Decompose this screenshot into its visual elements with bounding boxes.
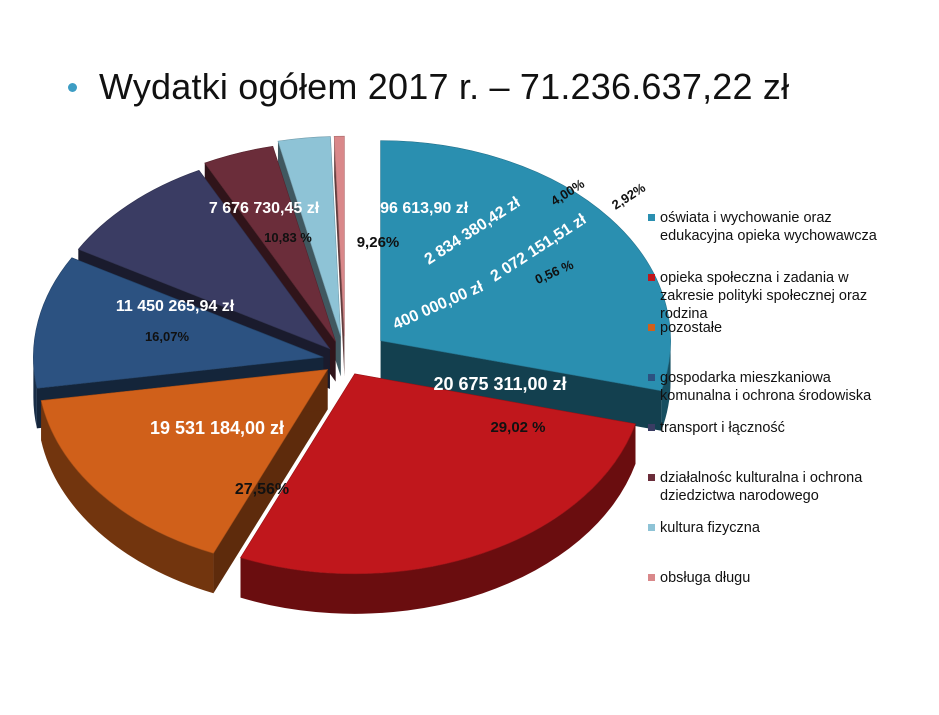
legend-label: kultura fizyczna xyxy=(660,520,760,536)
legend-item: obsługa długu xyxy=(648,569,750,587)
slice-top xyxy=(204,145,336,342)
slice-top xyxy=(40,369,329,554)
slice-percent-label: 16,07% xyxy=(145,329,190,344)
slide-title: Wydatki ogółem 2017 r. – 71.236.637,22 z… xyxy=(68,62,789,112)
slice-value-label: 6 596 613,90 zł xyxy=(358,200,469,217)
slice-value-label: 19 531 184,00 zł xyxy=(150,418,284,438)
legend-swatch-icon xyxy=(648,524,655,531)
legend-label: opieka społeczna i zadania w zakresie po… xyxy=(660,270,868,322)
legend-label: obsługa długu xyxy=(660,570,751,586)
slice-value-label: 7 676 730,45 zł xyxy=(209,200,320,217)
slice-top xyxy=(380,140,671,392)
legend-label: oświata i wychowanie oraz edukacyjna opi… xyxy=(660,210,877,244)
slice-top xyxy=(333,135,345,337)
slice-rim xyxy=(661,340,671,431)
slice-top xyxy=(240,373,636,575)
slice-rim xyxy=(240,423,636,614)
legend-swatch-icon xyxy=(648,374,655,381)
pie-slice xyxy=(380,140,671,431)
title-text: Wydatki ogółem 2017 r. – 71.236.637,22 z… xyxy=(99,66,790,107)
legend-swatch-icon xyxy=(648,324,655,331)
bullet-icon xyxy=(68,82,77,92)
legend-item: opieka społeczna i zadania w zakresie po… xyxy=(648,269,867,323)
slice-wall xyxy=(380,340,662,431)
slice-percent-label: 10,83 % xyxy=(264,230,312,245)
legend-item: pozostałe xyxy=(648,319,722,337)
legend-label: pozostałe xyxy=(660,320,723,336)
legend-item: oświata i wychowanie oraz edukacyjna opi… xyxy=(648,209,877,245)
slice-wall xyxy=(213,369,328,594)
legend-label: działalnośc kulturalna i ochrona dziedzi… xyxy=(660,470,863,504)
legend-swatch-icon xyxy=(648,214,655,221)
slice-top xyxy=(277,136,342,337)
legend-swatch-icon xyxy=(648,274,655,281)
slice-wall xyxy=(334,136,345,377)
legend-item: działalnośc kulturalna i ochrona dziedzi… xyxy=(648,469,862,505)
legend-item: kultura fizyczna xyxy=(648,519,760,537)
slice-rim xyxy=(41,400,214,594)
slice-top xyxy=(77,169,331,350)
legend-item: gospodarka mieszkaniowa komunalna i ochr… xyxy=(648,369,871,405)
slice-top xyxy=(33,257,324,389)
legend-swatch-icon xyxy=(648,474,655,481)
slice-percent-label: 2,92% xyxy=(609,180,648,213)
legend-swatch-icon xyxy=(648,424,655,431)
pie-slice xyxy=(40,369,329,594)
slice-percent-label: 29,02 % xyxy=(490,419,545,436)
slice-value-label: 20 675 311,00 zł xyxy=(433,374,566,394)
legend-swatch-icon xyxy=(648,574,655,581)
pie-slice xyxy=(333,135,345,377)
legend-label: gospodarka mieszkaniowa komunalna i ochr… xyxy=(660,370,872,404)
pie-slice xyxy=(240,373,636,614)
slice-value-label: 11 450 265,94 zł xyxy=(116,298,235,315)
slice-percent-label: 9,26% xyxy=(357,234,400,251)
legend-item: transport i łączność xyxy=(648,419,785,437)
legend-label: transport i łączność xyxy=(660,420,785,436)
slice-percent-label: 27,56% xyxy=(235,481,289,498)
